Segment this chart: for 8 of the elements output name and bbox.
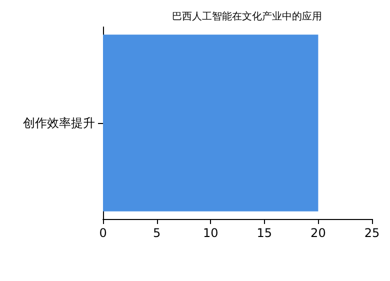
x-tick-label: 15 bbox=[256, 226, 272, 240]
x-tick-label: 25 bbox=[364, 226, 380, 240]
y-tick-label: 创作效率提升 bbox=[23, 116, 95, 130]
x-tick-label: 5 bbox=[152, 226, 161, 240]
x-tick-label: 20 bbox=[310, 226, 326, 240]
x-tick-label: 10 bbox=[202, 226, 218, 240]
x-tick-label: 0 bbox=[99, 226, 107, 240]
chart-title: 巴西人工智能在文化产业中的应用 bbox=[172, 10, 322, 22]
